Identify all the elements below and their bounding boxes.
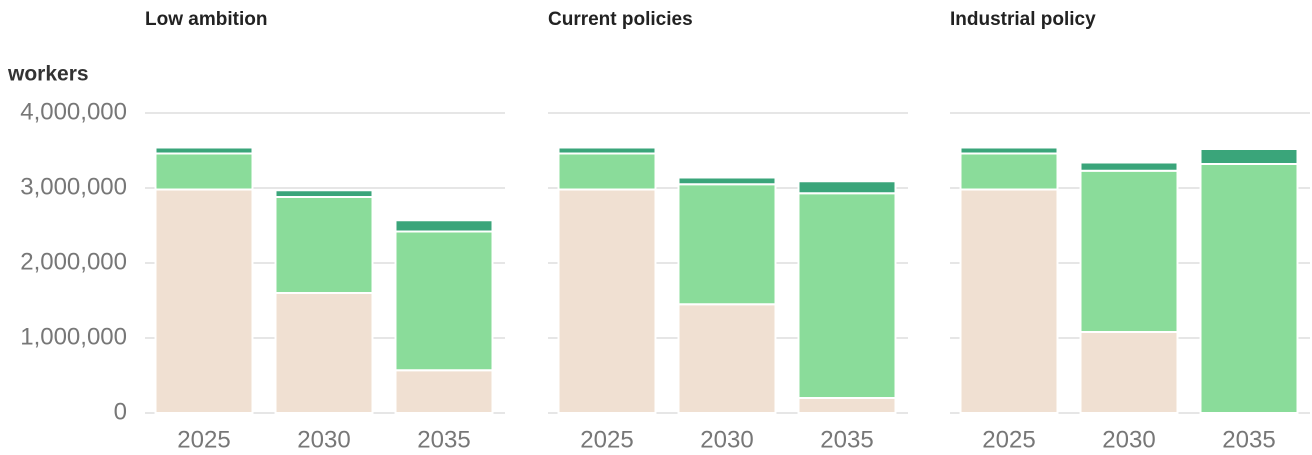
x-tick-label: 2025 bbox=[982, 426, 1035, 453]
x-tick-label: 2030 bbox=[297, 426, 350, 453]
panel-title: Current policies bbox=[548, 9, 693, 30]
bar-segment bbox=[797, 180, 897, 195]
bar-segment bbox=[677, 176, 777, 186]
bar-segment bbox=[959, 152, 1059, 191]
bar-segment bbox=[1079, 161, 1179, 172]
y-axis-label: workers bbox=[7, 63, 89, 86]
bar-segment bbox=[797, 192, 897, 399]
x-tick-label: 2030 bbox=[1102, 426, 1155, 453]
bar-segment bbox=[274, 196, 374, 294]
bar-segment bbox=[154, 146, 254, 155]
y-tick-label: 0 bbox=[114, 398, 127, 425]
bar-segment bbox=[154, 152, 254, 191]
bar-segment bbox=[394, 230, 494, 372]
bar-segment bbox=[557, 188, 657, 414]
bar-segment bbox=[797, 397, 897, 414]
bar-segment bbox=[274, 292, 374, 414]
bar-segment bbox=[1079, 169, 1179, 333]
x-tick-label: 2025 bbox=[580, 426, 633, 453]
bar-segment bbox=[557, 146, 657, 155]
x-tick-label: 2030 bbox=[700, 426, 753, 453]
y-tick-label: 2,000,000 bbox=[20, 248, 127, 275]
y-tick-label: 3,000,000 bbox=[20, 173, 127, 200]
bar-segment bbox=[274, 189, 374, 198]
x-tick-label: 2035 bbox=[1222, 426, 1275, 453]
bar-segment bbox=[154, 188, 254, 414]
y-tick-label: 1,000,000 bbox=[20, 323, 127, 350]
x-tick-label: 2025 bbox=[177, 426, 230, 453]
panel-title: Low ambition bbox=[145, 9, 267, 30]
bar-segment bbox=[394, 219, 494, 233]
bar-segment bbox=[959, 146, 1059, 155]
bar-segment bbox=[1199, 148, 1299, 165]
panel-title: Industrial policy bbox=[950, 9, 1096, 30]
x-tick-label: 2035 bbox=[820, 426, 873, 453]
bar-segment bbox=[959, 188, 1059, 414]
y-tick-label: 4,000,000 bbox=[20, 98, 127, 125]
x-tick-label: 2035 bbox=[417, 426, 470, 453]
bar-segment bbox=[677, 183, 777, 306]
bar-segment bbox=[557, 152, 657, 191]
bar-segment bbox=[394, 369, 494, 414]
bar-segment bbox=[1079, 331, 1179, 414]
bar-segment bbox=[1199, 163, 1299, 414]
bar-segment bbox=[677, 303, 777, 414]
